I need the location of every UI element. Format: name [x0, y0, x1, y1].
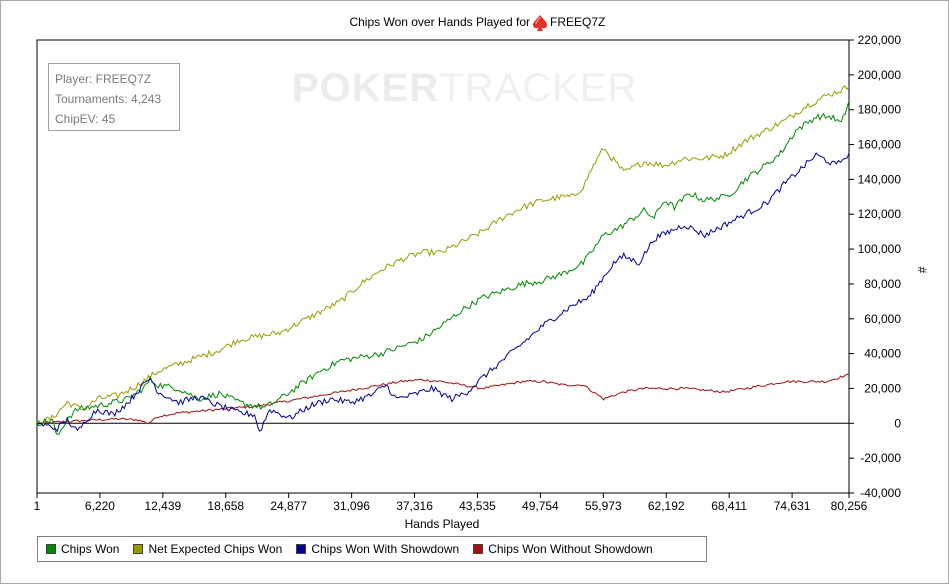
y-axis-label: #	[915, 267, 929, 274]
watermark-part1: POKER	[292, 66, 440, 110]
y-tick-label: 160,000	[858, 138, 902, 152]
x-tick-label: 62,192	[648, 499, 685, 513]
legend-label: Chips Won Without Showdown	[488, 542, 653, 556]
y-tick-label: 200,000	[858, 68, 902, 82]
info-player: Player: FREEQ7Z	[55, 72, 152, 86]
y-tick-label: 60,000	[864, 312, 901, 326]
x-tick-label: 1	[34, 499, 41, 513]
legend-swatch-icon	[133, 544, 144, 554]
x-axis-label: Hands Played	[405, 517, 480, 531]
series-line-chips-won-without-showdown	[36, 373, 850, 425]
y-tick-label: 140,000	[858, 172, 902, 186]
y-axis: -40,000 -20,000 0 20,000 40,000 60,000 80,000 1…	[849, 33, 901, 500]
x-tick-label: 80,256	[831, 499, 868, 513]
chart-title-player: FREEQ7Z	[550, 15, 605, 29]
x-tick-label: 6,220	[85, 499, 115, 513]
y-tick-label: 20,000	[864, 381, 901, 395]
player-info-box: Player: FREEQ7Z Tournaments: 4,243 ChipE…	[48, 63, 180, 131]
x-axis: 1 6,220 12,439 18,658 24,877 31,096 37,316 43,5…	[34, 493, 868, 513]
watermark-logo: POKERTRACKER	[292, 66, 637, 111]
legend: Chips Won Net Expected Chips Won Chips W…	[37, 536, 707, 562]
x-tick-label: 31,096	[333, 499, 370, 513]
y-tick-label: 100,000	[858, 242, 902, 256]
info-chipev: ChipEV: 45	[55, 112, 116, 126]
info-tournaments: Tournaments: 4,243	[55, 92, 162, 106]
legend-item-chips-won[interactable]: Chips Won	[46, 542, 119, 556]
legend-swatch-icon	[296, 544, 307, 554]
spade-icon	[533, 15, 547, 31]
legend-item-net-expected[interactable]: Net Expected Chips Won	[133, 542, 282, 556]
watermark-part2: TRACKER	[439, 66, 638, 110]
chart-title-text: Chips Won over Hands Played for	[349, 15, 530, 29]
series-line-chips-won	[36, 100, 850, 435]
series-line-chips-won-with-showdown	[36, 152, 850, 433]
plot-area	[36, 39, 850, 494]
legend-item-showdown[interactable]: Chips Won With Showdown	[296, 542, 459, 556]
y-tick-label: 220,000	[858, 33, 902, 47]
x-tick-label: 37,316	[396, 499, 433, 513]
legend-item-no-showdown[interactable]: Chips Won Without Showdown	[473, 542, 653, 556]
x-tick-label: 55,973	[585, 499, 622, 513]
y-tick-label: 180,000	[858, 103, 902, 117]
legend-swatch-icon	[473, 544, 484, 554]
legend-label: Net Expected Chips Won	[148, 542, 283, 556]
x-tick-label: 43,535	[459, 499, 496, 513]
y-tick-label: 40,000	[864, 347, 901, 361]
legend-label: Chips Won With Showdown	[311, 542, 460, 556]
y-tick-label: 0	[894, 416, 901, 430]
y-tick-label: 120,000	[858, 207, 902, 221]
x-tick-label: 12,439	[144, 499, 181, 513]
y-tick-label: -40,000	[860, 486, 901, 500]
x-tick-label: 24,877	[270, 499, 307, 513]
y-tick-label: -20,000	[860, 451, 901, 465]
chart-title: Chips Won over Hands Played for FREEQ7Z	[349, 15, 605, 31]
y-tick-label: 80,000	[864, 277, 901, 291]
x-tick-label: 49,754	[522, 499, 559, 513]
series-line-net-expected-chips-won	[36, 85, 850, 425]
x-tick-label: 68,411	[711, 499, 747, 513]
series-layer	[36, 85, 850, 435]
legend-swatch-icon	[46, 544, 56, 554]
legend-label: Chips Won	[61, 542, 120, 556]
x-tick-label: 18,658	[207, 499, 244, 513]
x-tick-label: 74,631	[774, 499, 811, 513]
